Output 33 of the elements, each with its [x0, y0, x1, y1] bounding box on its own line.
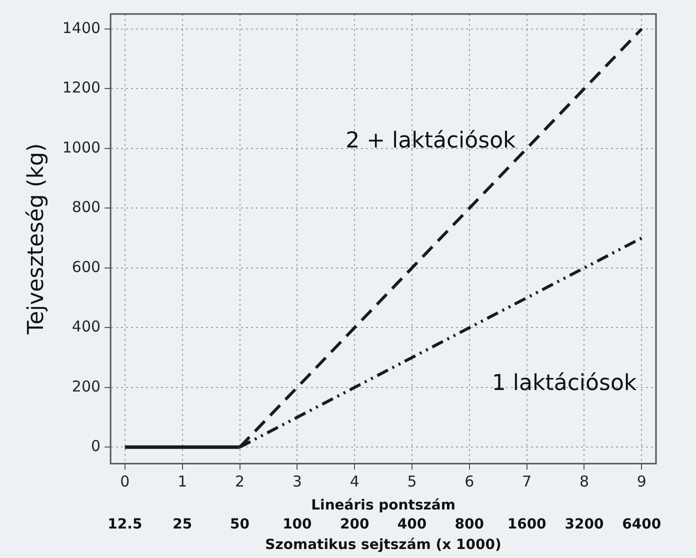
x-tick-label: 6 [464, 472, 474, 490]
x-tick-label: 1 [178, 472, 188, 490]
y-axis-title: Tejveszteség (kg) [24, 143, 49, 336]
x2-tick-label: 1600 [507, 516, 547, 532]
x2-tick-label: 50 [230, 516, 250, 532]
x-tick-label: 4 [350, 472, 360, 490]
y-tick-label: 200 [72, 377, 101, 396]
x-tick-label: 7 [522, 472, 532, 490]
y-tick-label: 1200 [62, 78, 101, 97]
x-tick-label: 5 [407, 472, 417, 490]
x-axis-title: Lineáris pontszám [311, 498, 456, 514]
x-tick-label: 8 [579, 472, 590, 490]
x2-tick-label: 100 [282, 516, 312, 532]
x-tick-label: 3 [292, 472, 302, 490]
x2-tick-label: 800 [454, 516, 484, 532]
y-tick-label: 800 [72, 198, 101, 216]
x2-tick-label: 25 [172, 516, 192, 532]
x-tick-label: 0 [120, 472, 130, 490]
y-tick-label: 1000 [62, 138, 101, 156]
x2-tick-label: 6400 [622, 516, 662, 532]
x2-tick-label: 200 [340, 516, 370, 532]
text: 1 laktációsok [492, 371, 637, 396]
x2-tick-label: 400 [397, 516, 427, 532]
y-tick-label: 1400 [62, 18, 101, 37]
y-tick-label: 600 [72, 258, 101, 276]
y-tick-label: 0 [91, 437, 101, 456]
x2-axis-title: Szomatikus sejtszám (x 1000) [265, 537, 502, 554]
y-tick-label: 400 [72, 318, 101, 336]
x2-tick-label: 12.5 [108, 516, 142, 532]
x-tick-label: 2 [234, 472, 245, 490]
series-label: 2 + laktációsok [346, 128, 516, 154]
x-tick-label: 9 [636, 472, 646, 490]
x2-tick-label: 3200 [564, 516, 604, 532]
